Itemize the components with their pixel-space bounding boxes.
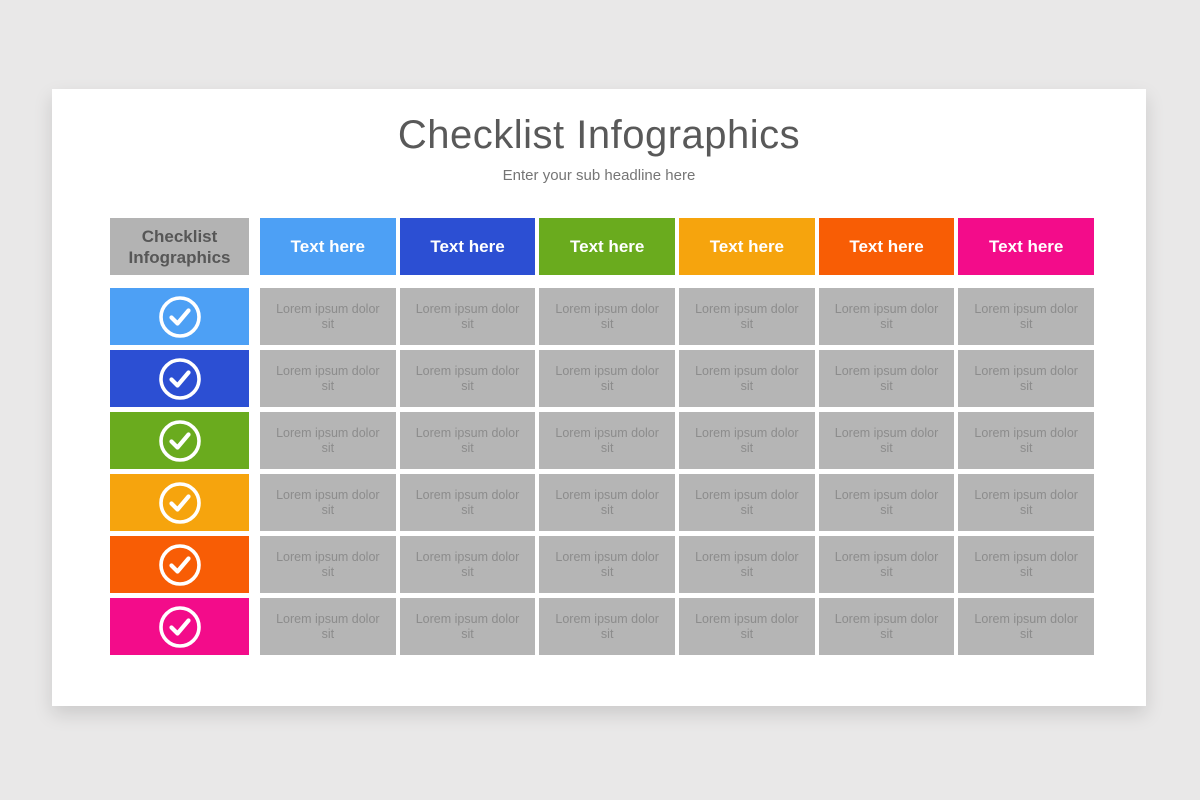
body-cell: Lorem ipsum dolor sit [399, 598, 536, 655]
table-row: Lorem ipsum dolor sit Lorem ipsum dolor … [110, 598, 1095, 655]
corner-header-cell: Checklist Infographics [110, 218, 249, 275]
body-cell: Lorem ipsum dolor sit [818, 412, 955, 469]
body-cell: Lorem ipsum dolor sit [260, 474, 396, 531]
body-cell: Lorem ipsum dolor sit [818, 350, 955, 407]
column-header-cell: Text here [539, 218, 676, 275]
body-cell: Lorem ipsum dolor sit [399, 412, 536, 469]
checklist-table: Checklist Infographics Text here Text he… [110, 218, 1095, 655]
check-circle-icon [158, 543, 201, 586]
row-check-cell [110, 536, 249, 593]
check-circle-icon [158, 419, 201, 462]
check-circle-icon [158, 605, 201, 648]
body-cell: Lorem ipsum dolor sit [539, 288, 676, 345]
column-header-label: Text here [290, 236, 365, 256]
column-header-label: Text here [849, 236, 924, 256]
body-cell: Lorem ipsum dolor sit [679, 350, 815, 407]
row-check-cell [110, 412, 249, 469]
table-row: Lorem ipsum dolor sit Lorem ipsum dolor … [110, 350, 1095, 407]
body-cell: Lorem ipsum dolor sit [539, 474, 676, 531]
body-cell: Lorem ipsum dolor sit [958, 598, 1095, 655]
body-cell: Lorem ipsum dolor sit [260, 350, 396, 407]
table-row: Lorem ipsum dolor sit Lorem ipsum dolor … [110, 412, 1095, 469]
body-cell: Lorem ipsum dolor sit [539, 412, 676, 469]
column-header-label: Text here [989, 236, 1064, 256]
check-circle-icon [158, 357, 201, 400]
body-cell: Lorem ipsum dolor sit [679, 288, 815, 345]
body-cell: Lorem ipsum dolor sit [539, 350, 676, 407]
body-cell: Lorem ipsum dolor sit [958, 474, 1095, 531]
row-check-cell [110, 474, 249, 531]
column-header-label: Text here [709, 236, 785, 256]
body-cell: Lorem ipsum dolor sit [679, 598, 815, 655]
page-subtitle: Enter your sub headline here [502, 167, 696, 184]
body-cell: Lorem ipsum dolor sit [679, 536, 815, 593]
slide-canvas: Checklist Infographics Enter your sub he… [52, 89, 1146, 706]
table-row: Lorem ipsum dolor sit Lorem ipsum dolor … [110, 288, 1095, 345]
body-cell: Lorem ipsum dolor sit [539, 598, 676, 655]
body-cell: Lorem ipsum dolor sit [958, 288, 1095, 345]
slide-header: Checklist Infographics Enter your sub he… [52, 113, 1146, 184]
body-cell: Lorem ipsum dolor sit [260, 288, 396, 345]
column-header-cell: Text here [818, 218, 955, 275]
body-cell: Lorem ipsum dolor sit [818, 474, 955, 531]
row-check-cell [110, 598, 249, 655]
page-title: Checklist Infographics [397, 113, 801, 157]
check-circle-icon [158, 481, 201, 524]
body-cell: Lorem ipsum dolor sit [679, 412, 815, 469]
body-cell: Lorem ipsum dolor sit [539, 536, 676, 593]
body-cell: Lorem ipsum dolor sit [818, 598, 955, 655]
body-cell: Lorem ipsum dolor sit [399, 474, 536, 531]
table-header-row: Checklist Infographics Text here Text he… [110, 218, 1095, 275]
column-header-cell: Text here [958, 218, 1095, 275]
body-cell: Lorem ipsum dolor sit [399, 350, 536, 407]
check-circle-icon [158, 295, 201, 338]
column-header-cell: Text here [679, 218, 815, 275]
body-cell: Lorem ipsum dolor sit [958, 536, 1095, 593]
row-check-cell [110, 288, 249, 345]
body-cell: Lorem ipsum dolor sit [958, 412, 1095, 469]
table-row: Lorem ipsum dolor sit Lorem ipsum dolor … [110, 536, 1095, 593]
body-cell: Lorem ipsum dolor sit [260, 598, 396, 655]
table-body: Lorem ipsum dolor sit Lorem ipsum dolor … [110, 288, 1095, 655]
body-cell: Lorem ipsum dolor sit [679, 474, 815, 531]
body-cell: Lorem ipsum dolor sit [818, 288, 955, 345]
body-cell: Lorem ipsum dolor sit [958, 350, 1095, 407]
table-row: Lorem ipsum dolor sit Lorem ipsum dolor … [110, 474, 1095, 531]
column-header-label: Text here [570, 236, 645, 256]
column-header-cell: Text here [399, 218, 536, 275]
body-cell: Lorem ipsum dolor sit [260, 412, 396, 469]
body-cell: Lorem ipsum dolor sit [818, 536, 955, 593]
column-header-cell: Text here [260, 218, 396, 275]
body-cell: Lorem ipsum dolor sit [399, 288, 536, 345]
corner-header-label: Checklist Infographics [128, 226, 231, 267]
column-header-label: Text here [430, 236, 505, 256]
body-cell: Lorem ipsum dolor sit [260, 536, 396, 593]
body-cell: Lorem ipsum dolor sit [399, 536, 536, 593]
row-check-cell [110, 350, 249, 407]
